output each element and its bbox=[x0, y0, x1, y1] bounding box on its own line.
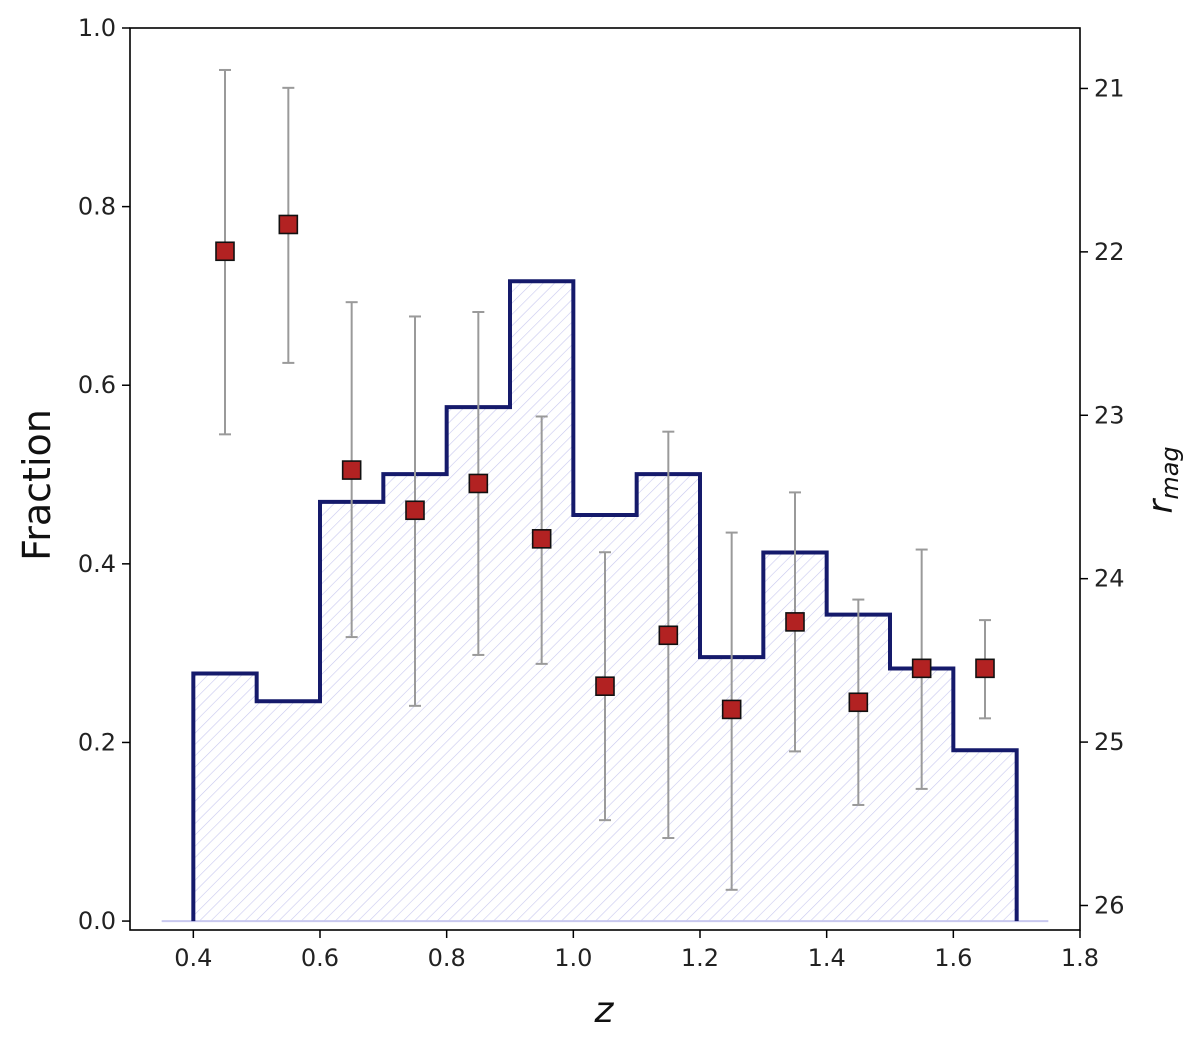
axes-layer: 0.4 0.6 0.8 1.0 1.2 1.4 1.6 1.8 0.0 0.2 0.4 0.6 0.8 1… bbox=[78, 14, 1125, 972]
x-tick-label: 1.8 bbox=[1061, 944, 1099, 972]
data-point-11 bbox=[848, 692, 869, 713]
y-axis-title: Fraction bbox=[15, 409, 59, 561]
data-point-5 bbox=[468, 473, 489, 494]
histogram-bin-2 bbox=[257, 701, 320, 921]
data-point-7 bbox=[595, 676, 615, 696]
y2-tick-label: 23 bbox=[1094, 401, 1125, 429]
y2-tick-label: 24 bbox=[1094, 565, 1125, 593]
y2-tick-label: 22 bbox=[1094, 238, 1125, 266]
histogram-bin-1 bbox=[193, 673, 256, 921]
y2-tick-label: 21 bbox=[1094, 74, 1125, 102]
plot-frame bbox=[129, 27, 1081, 931]
data-point-12 bbox=[911, 658, 932, 679]
data-point-13 bbox=[975, 658, 995, 679]
histogram-bin-13 bbox=[953, 750, 1016, 921]
y-tick-label: 0.0 bbox=[78, 907, 116, 935]
y2-axis-title-main: r bbox=[1141, 498, 1181, 514]
data-point-8 bbox=[658, 625, 679, 646]
y2-axis-title-subscript: mag bbox=[1156, 446, 1184, 499]
data-point-10 bbox=[785, 612, 805, 632]
y2-tick-label: 25 bbox=[1094, 728, 1125, 756]
data-point-1 bbox=[215, 241, 235, 262]
x-tick-label: 0.8 bbox=[428, 944, 466, 972]
y-tick-label: 1.0 bbox=[78, 14, 116, 42]
data-point-4 bbox=[405, 500, 425, 521]
x-tick-label: 0.6 bbox=[301, 944, 339, 972]
y-tick-label: 0.6 bbox=[78, 371, 116, 399]
data-point-2 bbox=[278, 214, 299, 235]
x-tick-label: 1.6 bbox=[934, 944, 972, 972]
x-axis-title: z bbox=[594, 990, 615, 1031]
y-tick-label: 0.8 bbox=[78, 193, 116, 221]
x-tick-label: 1.4 bbox=[808, 944, 846, 972]
y-tick-label: 0.4 bbox=[78, 550, 116, 578]
histogram-outline bbox=[191, 279, 1019, 922]
data-point-9 bbox=[721, 699, 742, 720]
y2-tick-label: 26 bbox=[1094, 891, 1125, 919]
x-tick-label: 0.4 bbox=[174, 944, 212, 972]
x-tick-label: 1.2 bbox=[681, 944, 719, 972]
data-point-3 bbox=[341, 460, 362, 480]
marker-layer bbox=[215, 214, 995, 720]
y2-axis-title: rmag bbox=[1141, 446, 1184, 513]
x-tick-label: 1.0 bbox=[554, 944, 592, 972]
y-tick-label: 0.2 bbox=[78, 728, 116, 756]
data-point-6 bbox=[531, 529, 552, 549]
